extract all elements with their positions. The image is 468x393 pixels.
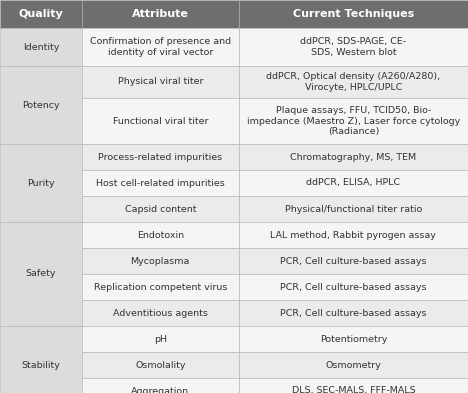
Bar (239, 300, 468, 326)
Bar (239, 222, 468, 248)
Bar (82, 300, 239, 326)
Bar (0, 28, 82, 66)
Bar (0, 222, 82, 326)
Bar (82, 222, 239, 248)
Bar (0, 144, 82, 222)
Text: ddPCR, ELISA, HPLC: ddPCR, ELISA, HPLC (306, 178, 401, 187)
Bar (239, 352, 468, 378)
Bar (82, 98, 239, 144)
Text: Process-related impurities: Process-related impurities (98, 152, 222, 162)
Text: pH: pH (154, 334, 167, 343)
Text: Quality: Quality (19, 9, 63, 19)
Text: PCR, Cell culture-based assays: PCR, Cell culture-based assays (280, 257, 427, 266)
Bar (0, 0, 82, 28)
Bar (239, 0, 468, 28)
Bar (239, 326, 468, 352)
Text: Functional viral titer: Functional viral titer (112, 116, 208, 125)
Text: PCR, Cell culture-based assays: PCR, Cell culture-based assays (280, 283, 427, 292)
Text: Capsid content: Capsid content (124, 204, 196, 213)
Bar (0, 326, 82, 393)
Bar (239, 144, 468, 170)
Text: Physical/functional titer ratio: Physical/functional titer ratio (285, 204, 422, 213)
Text: Osmolality: Osmolality (135, 360, 185, 369)
Bar (239, 378, 468, 393)
Text: Current Techniques: Current Techniques (292, 9, 414, 19)
Bar (239, 196, 468, 222)
Text: Stability: Stability (22, 360, 60, 369)
Text: Attribute: Attribute (132, 9, 189, 19)
Bar (82, 28, 239, 66)
Bar (82, 248, 239, 274)
Text: Identity: Identity (23, 42, 59, 51)
Bar (239, 66, 468, 98)
Bar (239, 248, 468, 274)
Text: Chromatography, MS, TEM: Chromatography, MS, TEM (290, 152, 417, 162)
Bar (82, 274, 239, 300)
Bar (82, 0, 239, 28)
Text: Potency: Potency (22, 101, 60, 110)
Text: Replication competent virus: Replication competent virus (94, 283, 227, 292)
Text: PCR, Cell culture-based assays: PCR, Cell culture-based assays (280, 309, 427, 318)
Bar (239, 98, 468, 144)
Text: ddPCR, SDS-PAGE, CE-
SDS, Western blot: ddPCR, SDS-PAGE, CE- SDS, Western blot (300, 37, 406, 57)
Bar (239, 28, 468, 66)
Text: Confirmation of presence and
identity of viral vector: Confirmation of presence and identity of… (90, 37, 231, 57)
Text: Mycoplasma: Mycoplasma (131, 257, 190, 266)
Bar (82, 378, 239, 393)
Text: Potentiometry: Potentiometry (320, 334, 387, 343)
Bar (82, 170, 239, 196)
Text: Plaque assays, FFU, TCID50, Bio-
impedance (Maestro Z), Laser force cytology
(Ra: Plaque assays, FFU, TCID50, Bio- impedan… (247, 106, 460, 136)
Bar (239, 170, 468, 196)
Text: Aggregation: Aggregation (131, 386, 190, 393)
Bar (82, 326, 239, 352)
Bar (82, 196, 239, 222)
Text: Purity: Purity (27, 178, 55, 187)
Bar (82, 352, 239, 378)
Text: Host cell-related impurities: Host cell-related impurities (96, 178, 225, 187)
Text: Adventitious agents: Adventitious agents (113, 309, 208, 318)
Text: Endotoxin: Endotoxin (137, 231, 184, 239)
Text: Safety: Safety (26, 270, 56, 279)
Text: DLS, SEC-MALS, FFF-MALS: DLS, SEC-MALS, FFF-MALS (292, 386, 415, 393)
Text: Physical viral titer: Physical viral titer (117, 77, 203, 86)
Bar (239, 274, 468, 300)
Text: ddPCR, Optical density (A260/A280),
Virocyte, HPLC/UPLC: ddPCR, Optical density (A260/A280), Viro… (266, 72, 440, 92)
Bar (82, 144, 239, 170)
Text: LAL method, Rabbit pyrogen assay: LAL method, Rabbit pyrogen assay (271, 231, 436, 239)
Bar (82, 66, 239, 98)
Text: Osmometry: Osmometry (325, 360, 381, 369)
Bar (0, 66, 82, 144)
